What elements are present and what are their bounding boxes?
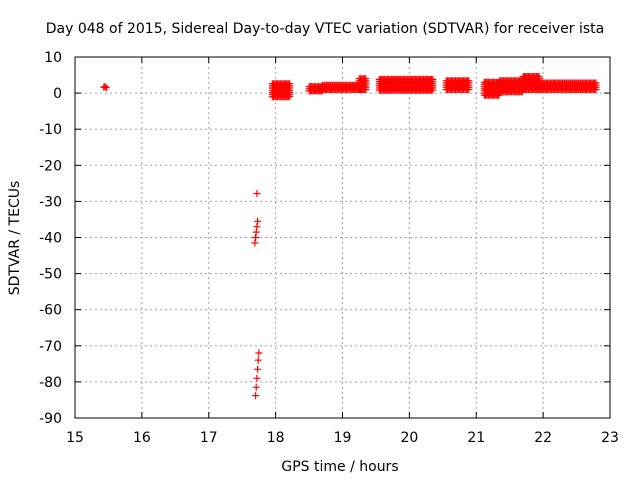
data-point <box>102 84 110 92</box>
data-point <box>253 374 261 382</box>
x-tick-labels: 15 16 17 18 19 20 21 22 23 <box>66 430 619 446</box>
y-tick-label: 0 <box>53 86 62 102</box>
data-point <box>101 83 109 91</box>
data-point <box>251 239 259 247</box>
data-point <box>465 77 473 85</box>
x-tick-label: 18 <box>267 430 285 446</box>
x-axis-label: GPS time / hours <box>281 459 398 475</box>
plot-frame <box>74 56 611 419</box>
x-tick-label: 21 <box>467 430 485 446</box>
x-tick-label: 16 <box>133 430 151 446</box>
data-point <box>253 223 261 231</box>
data-point <box>429 75 437 83</box>
y-tick-label: 10 <box>44 50 62 66</box>
x-tick-label: 22 <box>534 430 552 446</box>
y-tick-label: -20 <box>39 158 62 174</box>
y-tick-label: -60 <box>39 303 62 319</box>
y-tick-labels: 10 0 -10 -20 -30 -40 -50 -60 -70 -80 -90 <box>39 50 62 427</box>
data-point <box>255 349 263 357</box>
grid <box>75 57 610 418</box>
x-tick-label: 17 <box>200 430 218 446</box>
data-point <box>252 392 260 400</box>
y-tick-label: -30 <box>39 194 62 210</box>
data-point <box>253 190 261 197</box>
x-tick-label: 19 <box>334 430 352 446</box>
x-tick-label: 20 <box>400 430 418 446</box>
data-points <box>100 73 600 400</box>
y-tick-label: -70 <box>39 339 62 355</box>
data-point <box>286 80 294 88</box>
y-tick-label: -50 <box>39 267 62 283</box>
data-point <box>592 79 600 87</box>
data-point <box>362 75 370 83</box>
x-tick-label: 15 <box>66 430 84 446</box>
y-tick-label: -80 <box>39 375 62 391</box>
y-tick-label: -40 <box>39 231 62 247</box>
data-point <box>252 234 260 241</box>
data-point <box>254 217 262 225</box>
y-tick-label: -90 <box>39 411 62 427</box>
data-point <box>535 73 543 80</box>
y-axis-label: SDTVAR / TECUs <box>7 181 23 296</box>
data-point <box>254 365 262 373</box>
data-point <box>252 383 260 391</box>
chart-title: Day 048 of 2015, Sidereal Day-to-day VTE… <box>46 21 604 37</box>
y-tick-label: -10 <box>39 122 62 138</box>
x-tick-label: 23 <box>601 430 619 446</box>
axis-ticks <box>75 57 610 418</box>
data-point <box>254 356 262 364</box>
